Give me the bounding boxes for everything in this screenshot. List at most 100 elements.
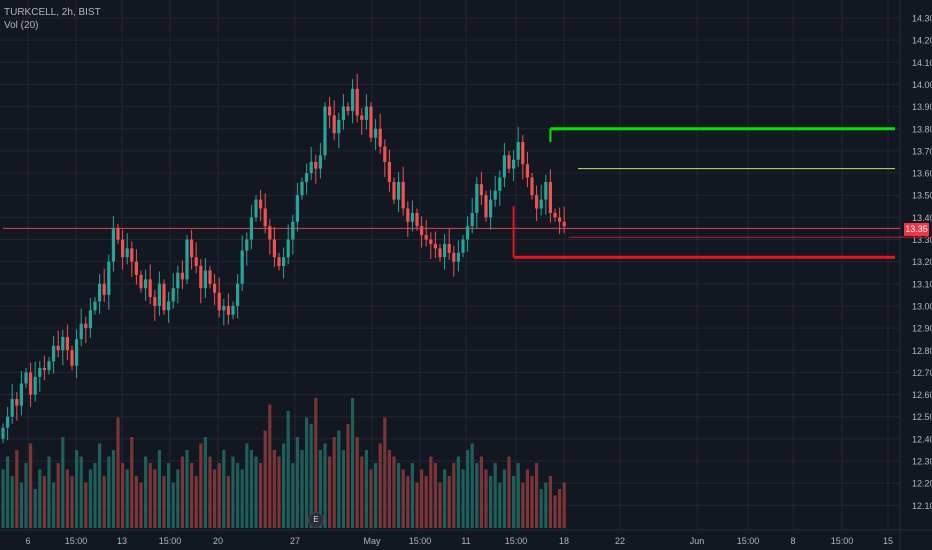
volume-bar [203,437,207,528]
candle-body [217,292,221,311]
volume-bar [544,482,548,528]
volume-bar [424,476,428,528]
volume-bar [24,463,28,528]
candle-body [88,310,92,329]
candle-body [447,243,451,253]
candle-body [208,270,212,284]
volume-bar [102,476,106,528]
volume-bar [452,463,456,528]
volume-bar [33,489,37,528]
candle-body [121,239,125,258]
candle-body [249,217,253,240]
candle-body [420,226,424,236]
candle-body [360,115,364,120]
volume-bar [52,482,56,528]
candle-body [10,398,14,417]
y-tick-label: 12.60 [912,390,932,400]
symbol-label[interactable]: TURKCELL, 2h, BIST [4,7,101,18]
volume-bar [378,443,382,528]
volume-bar [231,456,235,528]
volume-bar [369,469,373,528]
candle-body [102,283,106,295]
volume-bar [410,463,414,528]
volume-bar [406,476,410,528]
candle-body [254,199,258,218]
volume-bar [295,437,299,528]
candle-body [544,181,548,200]
candle-body [498,177,502,191]
candle-body [374,128,378,138]
volume-bar [75,450,79,528]
candle-body [277,257,281,267]
volume-bar [56,463,60,528]
candle-body [213,283,217,293]
volume-indicator-label[interactable]: Vol (20) [4,20,39,31]
candle-body [548,181,552,213]
volume-bar [139,482,143,528]
candle-body [1,427,5,439]
candle-body [295,195,299,222]
candle-body [484,195,488,218]
candle-body [369,106,373,138]
volume-bar [535,463,539,528]
candle-body [144,279,148,289]
candle-body [378,128,382,147]
volume-bar [29,443,33,528]
candle-body [401,181,405,209]
volume-bar [374,463,378,528]
volume-bar [466,450,470,528]
candle-body [429,239,433,244]
volume-bar [111,450,115,528]
candle-body [56,345,60,351]
y-tick-label: 13.30 [912,235,932,245]
volume-bar [305,417,309,528]
volume-bar [401,469,405,528]
volume-bar [144,456,148,528]
volume-bar [318,450,322,528]
candle-body [84,323,88,329]
candle-body [489,199,493,218]
candle-body [259,199,263,209]
candle-body [236,283,240,306]
candle-body [272,239,276,258]
volume-bar [217,463,221,528]
candle-body [245,239,249,251]
volume-bar [116,417,120,528]
candle-body [107,261,111,295]
volume-bar [42,476,46,528]
candle-body [415,212,419,227]
x-tick-label: 27 [290,536,300,546]
candle-body [397,181,401,200]
candle-body [203,270,207,289]
y-tick-label: 13.80 [912,124,932,134]
y-tick-label: 13.20 [912,257,932,267]
volume-bar [167,463,171,528]
candle-body [305,173,309,182]
volume-bar [153,469,157,528]
candle-body [263,208,267,227]
x-tick-label: 15 [883,536,893,546]
candle-body [98,283,102,302]
volume-bar [190,463,194,528]
volume-bar [383,417,387,528]
candle-body [521,142,525,165]
candle-body [42,367,46,371]
candle-body [424,235,428,240]
volume-bar [236,463,240,528]
candle-body [231,305,235,315]
volume-bar [433,463,437,528]
earnings-event-icon[interactable]: E [308,512,324,528]
x-tick-label: 6 [25,536,30,546]
candle-body [466,226,470,240]
volume-bar [245,443,249,528]
volume-bar [148,463,152,528]
volume-bar [291,463,295,528]
candle-body [493,190,497,200]
volume-bar [194,476,198,528]
volume-bar [249,450,253,528]
x-tick-label: 15:00 [505,536,528,546]
candle-body [553,212,557,218]
volume-bar [328,456,332,528]
candle-body [70,350,74,366]
